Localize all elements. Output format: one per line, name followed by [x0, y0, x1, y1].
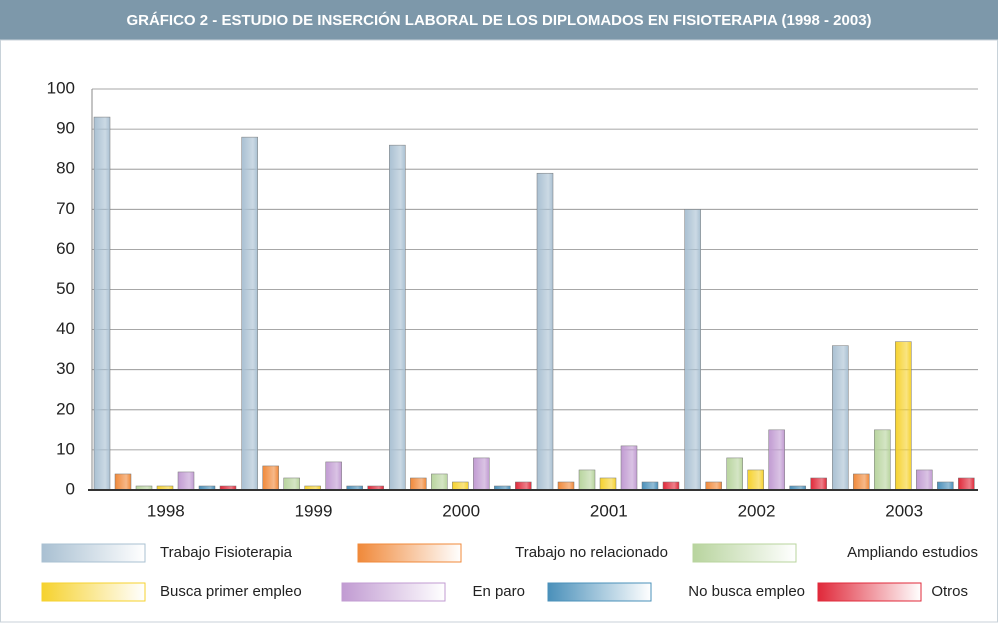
y-tick-label: 80 [56, 159, 75, 178]
legend-label: No busca empleo [688, 583, 805, 600]
bar [726, 457, 743, 491]
y-tick-label: 20 [56, 399, 75, 418]
bar [768, 429, 785, 491]
legend-label: En paro [472, 583, 525, 600]
bar [262, 465, 279, 491]
bar [241, 136, 258, 491]
legend-swatch [41, 543, 146, 563]
bar [958, 477, 975, 491]
bar [515, 481, 532, 491]
chart-title: GRÁFICO 2 - ESTUDIO DE INSERCIÓN LABORAL… [126, 11, 871, 29]
title-bar [0, 0, 998, 40]
y-tick-label: 90 [56, 119, 75, 138]
bar [684, 209, 701, 491]
bar [93, 116, 111, 491]
y-tick-label: 10 [56, 439, 75, 458]
bar [599, 477, 617, 491]
y-tick-label: 70 [56, 199, 75, 218]
legend-label: Ampliando estudios [847, 544, 978, 561]
legend-swatch [357, 543, 462, 563]
bar [832, 345, 849, 491]
x-tick-label: 2002 [738, 501, 776, 520]
y-tick-label: 50 [56, 279, 75, 298]
y-tick-label: 30 [56, 359, 75, 378]
bar [452, 481, 469, 491]
bar [410, 477, 427, 491]
legend-swatch [692, 543, 797, 563]
bar [536, 172, 554, 491]
x-tick-label: 2003 [885, 501, 923, 520]
bar [473, 457, 490, 491]
y-tick-label: 60 [56, 239, 75, 258]
bar [620, 445, 638, 491]
legend-label: Busca primer empleo [160, 583, 302, 600]
bar [177, 471, 195, 491]
legend-label: Otros [931, 583, 968, 600]
x-tick-label: 2000 [442, 501, 480, 520]
y-tick-label: 0 [66, 479, 75, 498]
bar [662, 481, 680, 491]
bar [874, 429, 891, 491]
bar [747, 469, 764, 491]
bar [895, 341, 912, 491]
bar [431, 473, 448, 491]
bar [325, 461, 342, 491]
x-tick-label: 2001 [590, 501, 628, 520]
bar [557, 481, 575, 491]
bar [389, 144, 406, 491]
x-tick-label: 1998 [147, 501, 185, 520]
legend-swatch [41, 582, 146, 602]
legend-swatch [547, 582, 652, 602]
frame [0, 39, 998, 623]
bar [853, 473, 870, 491]
bar [641, 481, 659, 491]
y-tick-label: 100 [47, 78, 75, 97]
legend-label: Trabajo no relacionado [515, 544, 668, 561]
legend-swatch [817, 582, 922, 602]
bar [283, 477, 300, 491]
bar [916, 469, 933, 491]
bar [810, 477, 827, 491]
bar [578, 469, 596, 491]
bar [705, 481, 722, 491]
bar [114, 473, 132, 491]
x-tick-label: 1999 [295, 501, 333, 520]
legend-swatch [341, 582, 446, 602]
y-tick-label: 40 [56, 319, 75, 338]
bar [937, 481, 954, 491]
legend-label: Trabajo Fisioterapia [160, 544, 293, 561]
